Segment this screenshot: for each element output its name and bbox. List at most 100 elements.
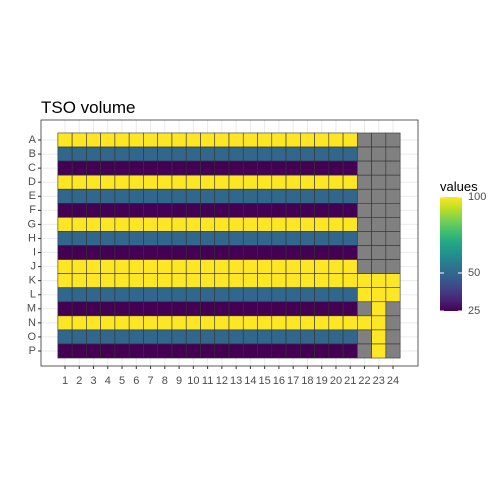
tile <box>71 315 87 331</box>
tile <box>86 315 101 331</box>
tile <box>271 315 287 331</box>
tile <box>385 287 401 303</box>
tile <box>185 132 201 148</box>
tile <box>328 132 344 148</box>
tile <box>157 273 173 288</box>
tile <box>314 273 330 288</box>
x-tick-label: 18 <box>301 375 313 387</box>
tile <box>143 160 158 176</box>
tile <box>271 343 287 359</box>
tile <box>143 273 158 288</box>
tile <box>143 329 158 345</box>
tile <box>200 174 216 190</box>
tile <box>57 231 73 246</box>
y-tick-label: F <box>29 204 36 216</box>
tile <box>357 259 372 274</box>
tile <box>271 273 287 288</box>
tile <box>200 273 216 288</box>
tile <box>228 287 244 303</box>
tile <box>214 343 230 359</box>
tile <box>271 259 287 274</box>
tile <box>257 217 273 232</box>
tile <box>114 273 130 288</box>
tile <box>171 329 187 345</box>
tile <box>385 174 401 190</box>
tile <box>128 245 144 260</box>
tile <box>314 329 330 345</box>
tile <box>185 231 201 246</box>
tile <box>285 203 301 218</box>
tile <box>371 231 387 246</box>
tile <box>71 132 87 148</box>
tile <box>328 188 344 204</box>
tile <box>185 287 201 303</box>
tile <box>371 245 387 260</box>
colorbar-label: 50 <box>468 267 480 279</box>
tile <box>185 188 201 204</box>
tile <box>57 245 73 260</box>
tile <box>300 146 315 162</box>
tile <box>328 174 344 190</box>
tile <box>100 245 116 260</box>
y-tick-label: H <box>28 232 36 244</box>
tile <box>300 245 315 260</box>
y-tick-label: O <box>27 331 36 343</box>
tile <box>114 329 130 345</box>
tile <box>328 146 344 162</box>
tile <box>257 203 273 218</box>
tile <box>185 245 201 260</box>
tile <box>57 188 73 204</box>
tile <box>285 315 301 331</box>
x-tick-label: 21 <box>344 375 356 387</box>
tile <box>371 259 387 274</box>
tile <box>314 132 330 148</box>
tile <box>300 329 315 345</box>
tile <box>371 287 387 303</box>
y-tick-label: J <box>31 261 37 273</box>
tile <box>71 259 87 274</box>
tile <box>242 315 258 331</box>
tile <box>128 329 144 345</box>
tile <box>114 217 130 232</box>
tile <box>214 132 230 148</box>
tile <box>342 245 358 260</box>
x-tick-label: 15 <box>259 375 271 387</box>
tile <box>200 146 216 162</box>
tile <box>143 174 158 190</box>
tile <box>114 188 130 204</box>
tile <box>100 174 116 190</box>
legend-title: values <box>440 179 478 194</box>
tile <box>86 132 101 148</box>
tile <box>200 315 216 331</box>
tile <box>171 301 187 317</box>
tile <box>157 315 173 331</box>
tile <box>371 146 387 162</box>
tile <box>157 245 173 260</box>
tile <box>257 259 273 274</box>
tile <box>157 217 173 232</box>
tile <box>271 217 287 232</box>
tile <box>300 174 315 190</box>
tile <box>271 146 287 162</box>
x-tick-label: 8 <box>162 375 168 387</box>
tile <box>128 287 144 303</box>
tile <box>328 273 344 288</box>
tile <box>300 132 315 148</box>
tile <box>271 174 287 190</box>
tile <box>171 259 187 274</box>
tile <box>128 188 144 204</box>
tile <box>185 315 201 331</box>
tile <box>128 146 144 162</box>
colorbar <box>440 197 462 311</box>
tile <box>242 174 258 190</box>
y-tick-label: D <box>28 176 36 188</box>
tile <box>128 273 144 288</box>
tile <box>171 245 187 260</box>
tile <box>86 160 101 176</box>
tile <box>371 132 387 148</box>
tile <box>71 343 87 359</box>
tile <box>157 146 173 162</box>
tile <box>128 160 144 176</box>
tile <box>100 160 116 176</box>
tile <box>371 343 387 359</box>
